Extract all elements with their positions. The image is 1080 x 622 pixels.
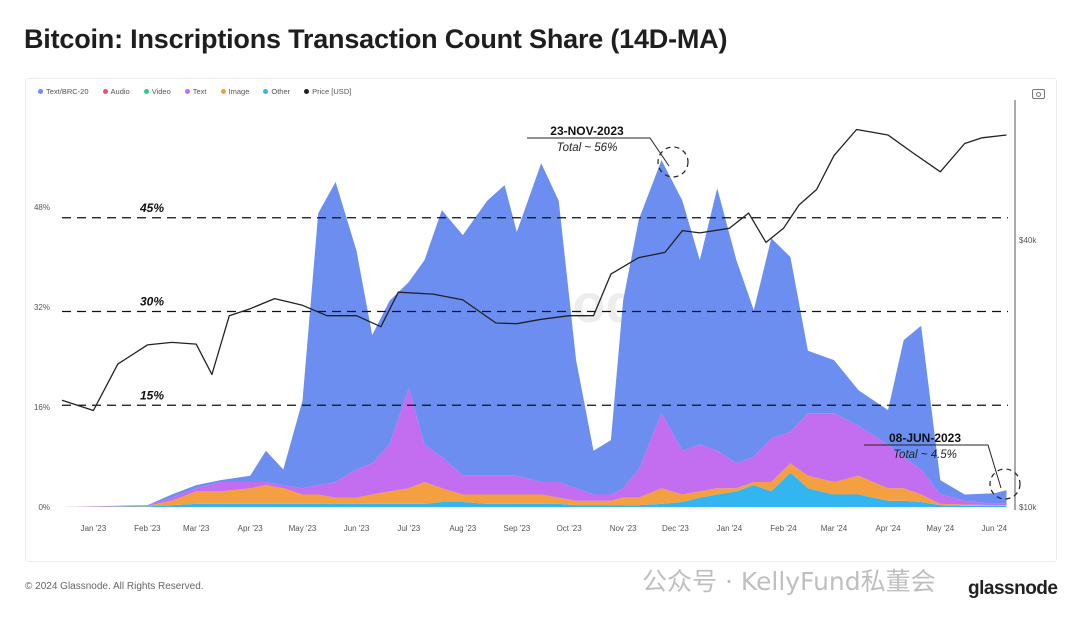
camera-icon[interactable] (1032, 89, 1045, 99)
annotation-leader-line (527, 137, 670, 167)
y-tick-label: 32% (34, 303, 50, 312)
legend-label: Audio (110, 87, 130, 96)
x-tick-label: Feb '24 (770, 524, 797, 533)
copyright-footer: © 2024 Glassnode. All Rights Reserved. (25, 581, 204, 592)
price-line (61, 128, 1007, 412)
reference-label: 15% (140, 388, 164, 402)
x-tick-label: Jun '24 (982, 524, 1008, 533)
x-tick-label: May '23 (289, 524, 317, 533)
chart-title: Bitcoin: Inscriptions Transaction Count … (24, 24, 728, 54)
reference-label: 30% (140, 295, 164, 309)
glassnode-logo: glassnode (968, 578, 1058, 599)
x-tick-label: Jan '24 (717, 524, 743, 533)
legend-dot-icon (102, 89, 108, 94)
annotation-leader-line (864, 444, 1002, 489)
x-tick-label: Mar '24 (821, 524, 848, 533)
legend-dot-icon (304, 89, 310, 94)
legend-dot-icon (38, 89, 43, 94)
x-tick-label: May '24 (926, 524, 954, 533)
y-tick-label: 48% (34, 203, 50, 212)
annotation-text: Total ~ 56% (557, 142, 618, 154)
chart-card (25, 78, 1057, 562)
x-tick-label: Oct '23 (557, 524, 583, 533)
y-tick-label: 0% (38, 503, 50, 512)
x-tick-label: Dec '23 (662, 524, 689, 533)
area-image (62, 463, 1007, 507)
legend-item[interactable]: Price [USD] (304, 87, 351, 96)
legend-label: Video (151, 87, 171, 96)
x-tick-label: Nov '23 (610, 524, 637, 533)
area-other (62, 472, 1007, 507)
x-tick-label: Jan '23 (81, 524, 107, 533)
x-tick-label: Sep '23 (503, 524, 530, 533)
annotation-title: 08-JUN-2023 (889, 431, 961, 445)
legend-item[interactable]: Text (184, 87, 207, 96)
legend-item[interactable]: Image (220, 87, 250, 96)
legend-dot-icon (263, 89, 269, 94)
legend-dot-icon (220, 89, 226, 94)
x-tick-label: Feb '23 (134, 524, 161, 533)
legend-item[interactable]: Other (263, 87, 290, 96)
x-tick-label: Jun '23 (344, 524, 370, 533)
legend-dot-icon (184, 89, 190, 94)
x-tick-label: Apr '23 (238, 524, 264, 533)
legend-label: Other (271, 87, 291, 96)
overlay-watermark: 公众号 · KellyFund私董会 (642, 567, 936, 596)
y-right-tick-label: $40k (1019, 236, 1037, 245)
legend-label: Text (192, 87, 207, 96)
annotation-text: Total ~ 4.5% (893, 449, 957, 461)
annotation-title: 23-NOV-2023 (550, 124, 624, 138)
x-tick-label: Jul '23 (397, 524, 420, 533)
legend-item[interactable]: Text/BRC-20 (38, 87, 89, 96)
legend-item[interactable]: Video (143, 87, 171, 96)
legend-item[interactable]: Audio (102, 87, 130, 96)
reference-label: 45% (139, 201, 164, 215)
x-tick-label: Mar '23 (183, 524, 210, 533)
y-tick-label: 16% (34, 403, 50, 412)
legend-label: Image (228, 87, 250, 96)
legend-label: Price [USD] (312, 87, 352, 96)
annotation-circle (657, 146, 689, 178)
x-tick-label: Aug '23 (449, 524, 476, 533)
legend-label: Text/BRC-20 (46, 87, 89, 96)
annotation-circle (989, 468, 1021, 500)
area-text (62, 388, 1007, 507)
y-right-tick-label: $10k (1019, 503, 1037, 512)
legend: Text/BRC-20 Audio Video Text Image Other Price… (38, 87, 351, 96)
x-tick-label: Apr '24 (875, 524, 901, 533)
area-text-brc-20 (62, 160, 1007, 507)
legend-dot-icon (143, 89, 149, 94)
